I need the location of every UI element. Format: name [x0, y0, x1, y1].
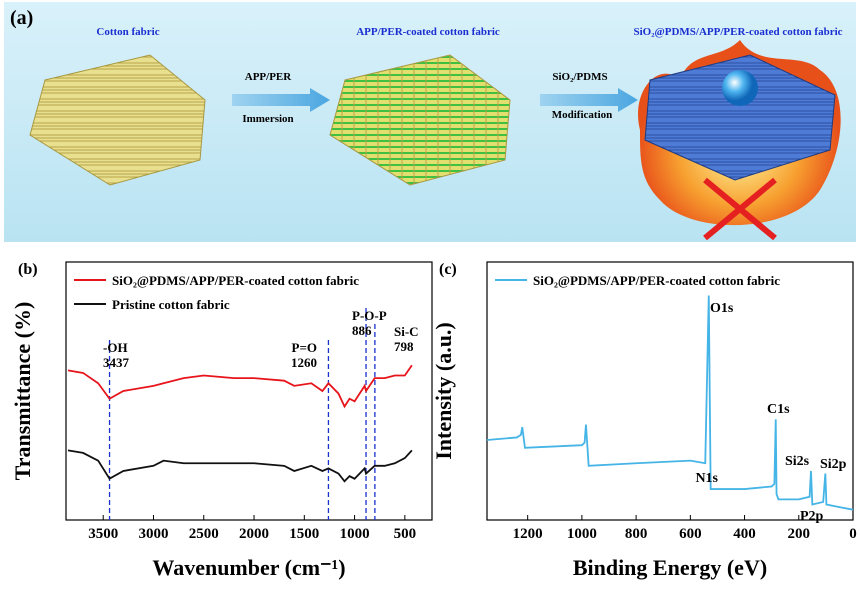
y-axis-label: Transmittance (%) — [10, 302, 35, 481]
page: {"panel_a":{"label":"(a)","stage1":"Cott… — [0, 0, 860, 598]
panel-label: (b) — [18, 261, 38, 278]
water-droplet — [722, 70, 758, 106]
peak-label: C1s — [767, 402, 790, 417]
peak-label: Si2p — [820, 457, 847, 472]
x-tick-label: 0 — [849, 526, 857, 542]
figure: (a) Cotton fabric APP/PER Immersion APP/… — [0, 0, 860, 598]
peak-label: P2p — [800, 509, 824, 524]
x-tick-label: 1200 — [513, 526, 543, 542]
step-label: Modification — [552, 109, 613, 121]
annotation-label: P-O-P — [352, 308, 387, 323]
plot-frame — [487, 262, 853, 520]
annotation-label: P=O — [292, 340, 317, 355]
legend-label: SiO₂@PDMS/APP/PER-coated cotton fabric — [533, 273, 780, 288]
annotation-value: 3437 — [103, 355, 130, 370]
stage-label: Cotton fabric — [96, 26, 159, 38]
panel-label: (a) — [10, 7, 33, 29]
peak-label: O1s — [710, 301, 734, 316]
annotation-label: -OH — [103, 340, 128, 355]
x-tick-label: 400 — [733, 526, 756, 542]
data-line — [487, 296, 853, 510]
x-tick-label: 500 — [394, 526, 417, 542]
legend-label: SiO₂@PDMS/APP/PER-coated cotton fabric — [112, 273, 359, 288]
peak-label: Si2s — [785, 454, 810, 469]
x-axis-label: Wavenumber (cm⁻¹) — [152, 555, 345, 580]
x-tick-label: 2500 — [189, 526, 219, 542]
x-tick-label: 200 — [788, 526, 811, 542]
x-tick-label: 3000 — [138, 526, 168, 542]
stage-label: APP/PER-coated cotton fabric — [356, 26, 500, 38]
x-tick-label: 2000 — [239, 526, 269, 542]
x-axis-label: Binding Energy (eV) — [573, 555, 767, 580]
x-tick-label: 1000 — [340, 526, 370, 542]
data-line — [68, 365, 412, 406]
peak-label: N1s — [695, 471, 718, 486]
y-axis-label: Intensity (a.u.) — [431, 322, 456, 460]
x-tick-label: 1000 — [567, 526, 597, 542]
stage-label: SiO₂@PDMS/APP/PER-coated cotton fabric — [633, 26, 842, 38]
panel-a: (a) Cotton fabric APP/PER Immersion APP/… — [4, 2, 856, 242]
x-tick-label: 600 — [679, 526, 702, 542]
annotation-value: 1260 — [291, 355, 317, 370]
x-tick-label: 1500 — [289, 526, 319, 542]
annotation-value: 886 — [352, 323, 372, 338]
annotation-label: Si-C — [394, 324, 419, 339]
data-line — [68, 450, 412, 481]
legend-label: Pristine cotton fabric — [112, 297, 230, 312]
panel-label: (c) — [439, 261, 457, 278]
step-label: APP/PER — [245, 71, 292, 83]
x-tick-label: 3500 — [88, 526, 118, 542]
annotation-value: 798 — [394, 339, 414, 354]
x-tick-label: 800 — [625, 526, 648, 542]
step-label: SiO₂/PDMS — [552, 71, 607, 83]
step-label: Immersion — [242, 113, 293, 125]
